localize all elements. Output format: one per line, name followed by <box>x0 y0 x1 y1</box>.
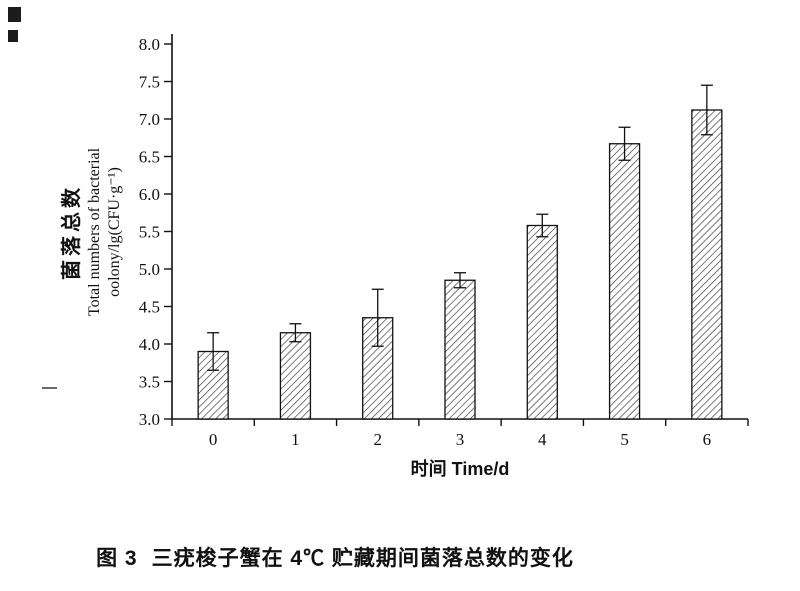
svg-text:0: 0 <box>209 430 218 449</box>
svg-text:4.0: 4.0 <box>139 335 160 354</box>
figure-caption-number: 图 3 <box>96 547 138 570</box>
figure-caption: 图 3 三疣梭子蟹在 4℃ 贮藏期间菌落总数的变化 <box>70 542 600 572</box>
svg-text:1: 1 <box>291 430 300 449</box>
svg-text:3.0: 3.0 <box>139 410 160 429</box>
scan-artifact <box>42 387 57 389</box>
svg-text:4: 4 <box>538 430 547 449</box>
x-axis-label: 时间 Time/d <box>410 459 510 479</box>
svg-text:3: 3 <box>456 430 465 449</box>
scan-artifact <box>8 7 21 22</box>
scan-artifact <box>8 30 18 42</box>
svg-text:2: 2 <box>373 430 382 449</box>
svg-text:6: 6 <box>703 430 712 449</box>
y-axis-label-english-line1: Total numbers of bacterial <box>86 147 103 317</box>
svg-text:7.0: 7.0 <box>139 110 160 129</box>
svg-text:5.0: 5.0 <box>139 260 160 279</box>
figure-caption-text: 三疣梭子蟹在 4℃ 贮藏期间菌落总数的变化 <box>151 547 574 570</box>
svg-text:3.5: 3.5 <box>139 373 160 392</box>
svg-text:8.0: 8.0 <box>139 35 160 54</box>
svg-text:4.5: 4.5 <box>139 298 160 317</box>
svg-text:7.5: 7.5 <box>139 73 160 92</box>
bar-chart-svg: 8.0 7.5 7.0 6.5 6.0 5.5 5.0 4.5 4.0 3.5 3.0 0 1 2 3 4 5 6 <box>139 34 749 449</box>
svg-text:6.0: 6.0 <box>139 185 160 204</box>
svg-text:6.5: 6.5 <box>139 148 160 167</box>
y-axis-label-chinese: 菌落总数 <box>61 184 83 280</box>
svg-text:5: 5 <box>620 430 629 449</box>
svg-text:5.5: 5.5 <box>139 223 160 242</box>
